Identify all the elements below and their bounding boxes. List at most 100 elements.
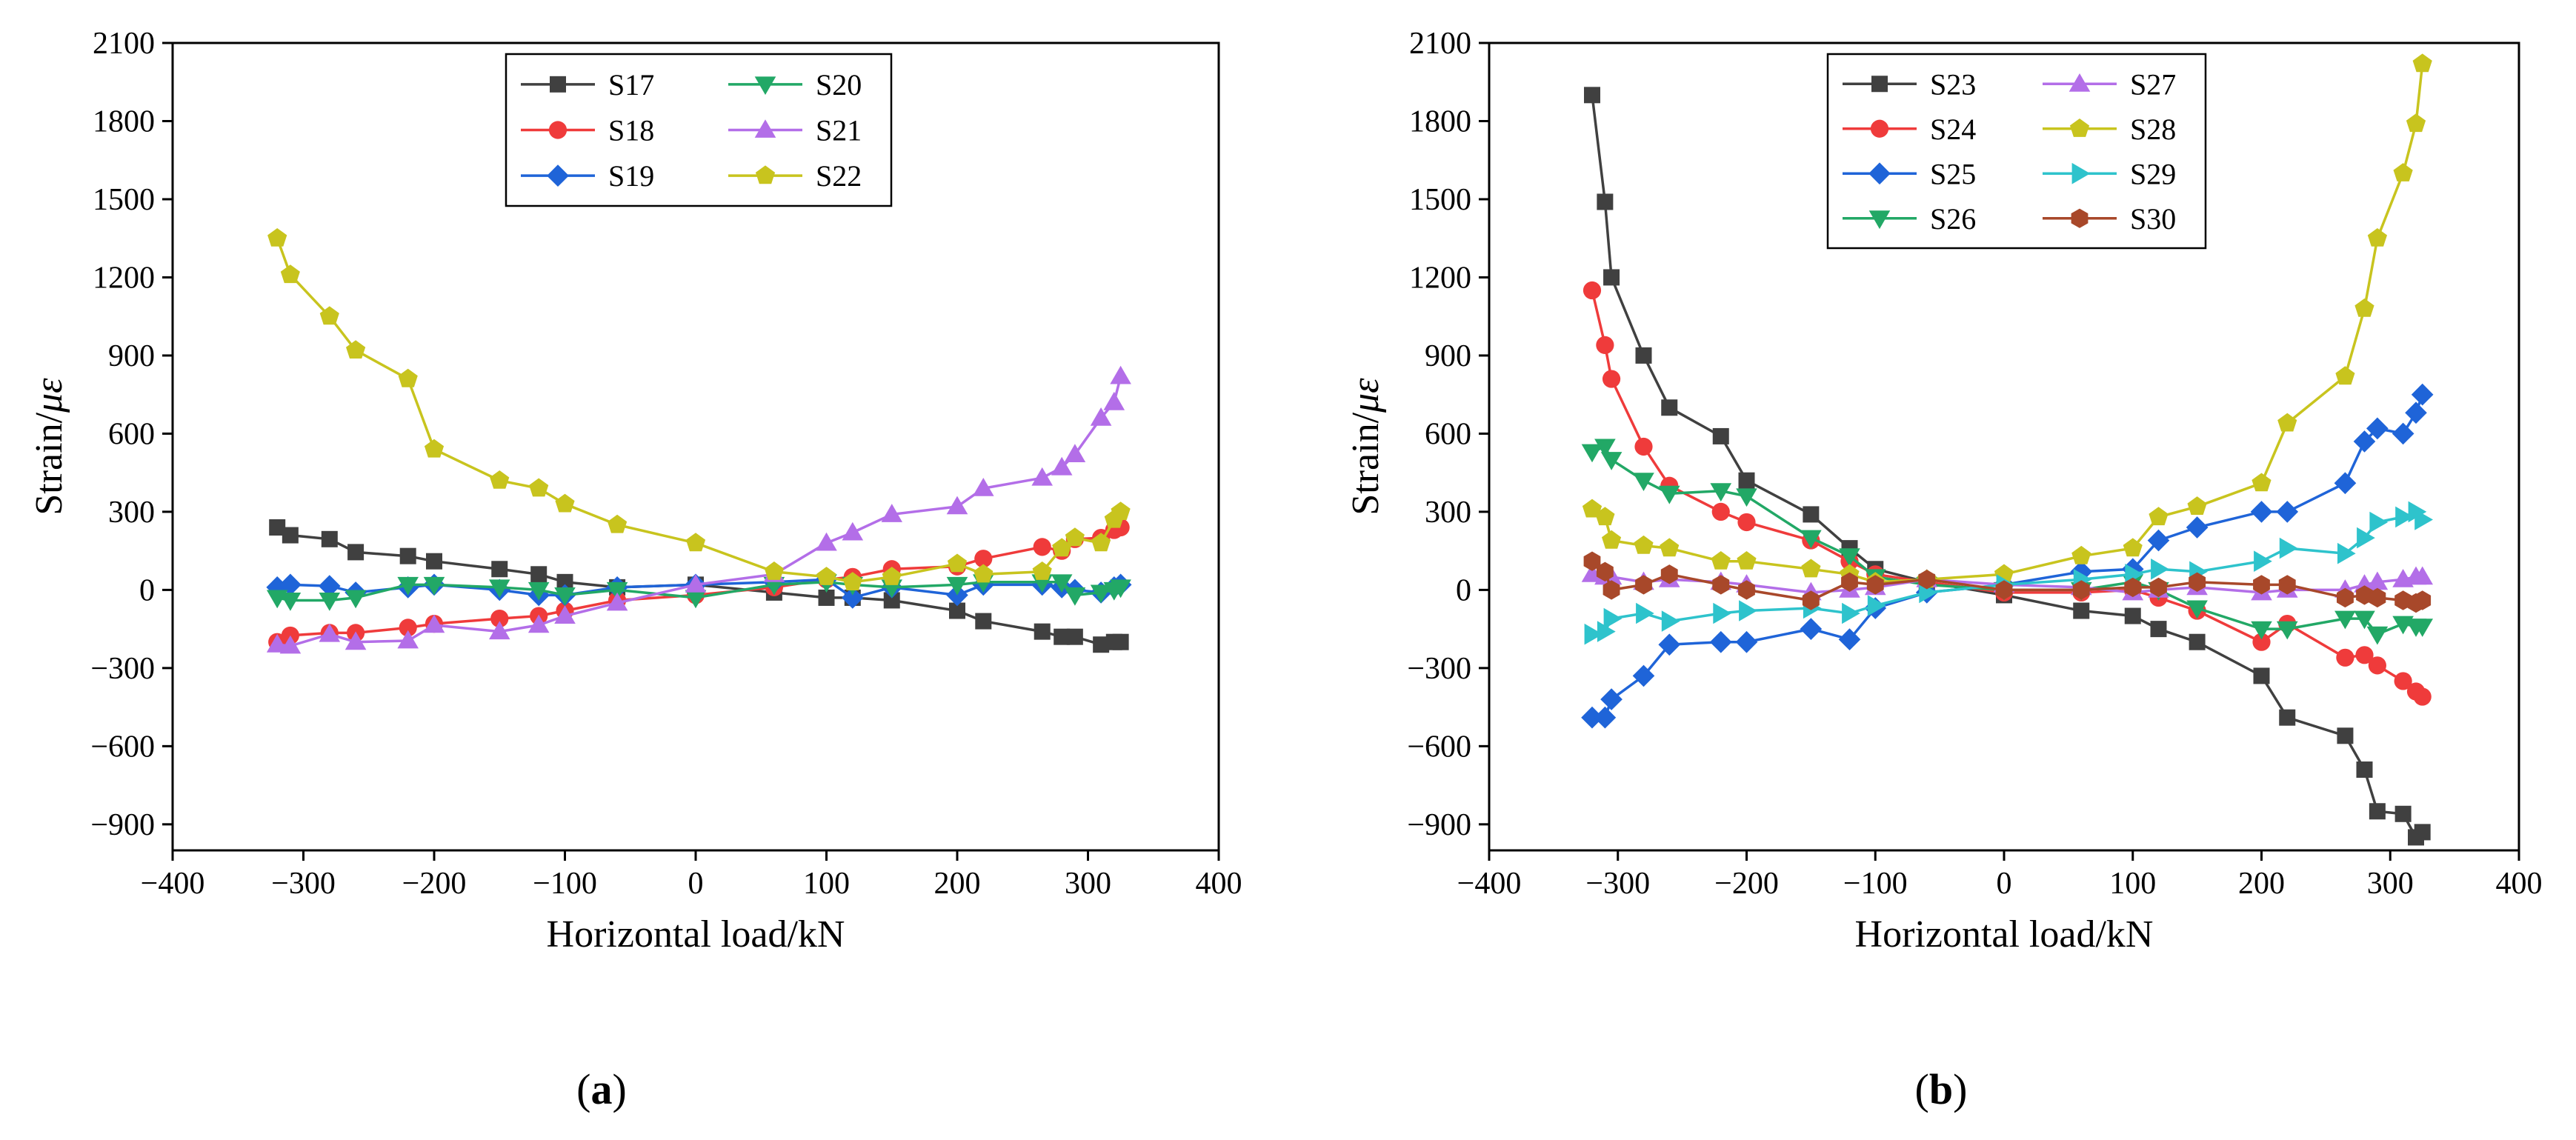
data-point-S28 — [2277, 413, 2297, 432]
legend-label: S22 — [816, 159, 862, 193]
y-tick-label: 2100 — [1409, 27, 1471, 61]
data-point-S20 — [279, 593, 302, 611]
legend: S17 S18 S19 S20 S21 S22 — [505, 53, 893, 207]
data-point-S30 — [2356, 585, 2373, 605]
series-S28 — [1582, 53, 2432, 590]
legend-label: S20 — [816, 68, 862, 101]
data-point-S18 — [974, 550, 993, 568]
y-axis-label-unit: με — [28, 378, 70, 413]
x-tick-label: −100 — [1843, 867, 1908, 901]
data-point-S30 — [1712, 575, 1730, 595]
data-point-S27 — [2366, 571, 2389, 590]
panel-label-close: ) — [1953, 1065, 1967, 1113]
data-point-S30 — [1738, 580, 1755, 600]
data-point-S17 — [1093, 636, 1110, 653]
panel-label: (a) — [576, 1065, 627, 1113]
data-point-S24 — [2336, 648, 2354, 667]
data-point-S30 — [1602, 580, 1620, 600]
data-point-S21 — [319, 623, 341, 642]
data-point-S28 — [2123, 538, 2143, 557]
data-point-S17 — [269, 519, 286, 536]
data-point-S22 — [529, 478, 549, 497]
data-point-S20 — [685, 590, 707, 609]
data-point-S22 — [608, 514, 628, 533]
data-point-S25 — [2411, 383, 2434, 406]
data-point-S20 — [319, 593, 341, 611]
data-point-S22 — [1111, 501, 1131, 520]
data-point-S20 — [527, 581, 550, 601]
data-point-S29 — [2395, 506, 2414, 528]
data-point-S23 — [2369, 803, 2386, 820]
legend-marker — [754, 76, 776, 96]
data-point-S29 — [1584, 623, 1603, 645]
legend-entry-S26: S26 — [1843, 202, 1976, 236]
data-point-S23 — [2124, 607, 2141, 624]
data-point-S22 — [974, 564, 994, 583]
legend-marker — [2069, 119, 2090, 137]
x-tick-label: 0 — [1997, 867, 2012, 901]
legend-entry-S22: S22 — [728, 159, 862, 193]
legend-entry-S30: S30 — [2043, 202, 2176, 236]
y-tick-label: 300 — [108, 496, 155, 530]
data-point-S20 — [489, 579, 510, 599]
data-point-S23 — [2253, 667, 2270, 684]
legend-label: S18 — [608, 114, 654, 147]
data-point-S25 — [2353, 430, 2376, 453]
data-point-S21 — [1090, 407, 1112, 426]
data-point-S22 — [280, 264, 300, 284]
data-point-S22 — [947, 553, 968, 573]
data-point-S26 — [2412, 619, 2433, 637]
series-S22 — [267, 228, 1131, 590]
data-point-S28 — [2412, 53, 2432, 73]
data-point-S30 — [1635, 575, 1652, 595]
data-point-S23 — [2279, 709, 2296, 726]
x-tick-label: 0 — [688, 867, 704, 901]
y-tick-label: −300 — [1407, 652, 1471, 686]
data-point-S28 — [1660, 538, 1680, 557]
legend-label: S26 — [1930, 202, 1976, 236]
data-point-S30 — [1918, 570, 1936, 590]
data-point-S17 — [491, 561, 508, 578]
data-point-S18 — [399, 619, 417, 637]
x-tick-label: −400 — [141, 867, 205, 901]
data-point-S25 — [1838, 628, 1861, 650]
data-point-S29 — [2414, 509, 2433, 530]
data-point-S25 — [1600, 688, 1623, 710]
data-point-S25 — [2334, 472, 2357, 495]
data-point-S22 — [816, 567, 836, 585]
data-point-S21 — [973, 478, 994, 496]
data-point-S17 — [818, 589, 835, 606]
data-point-S23 — [2189, 633, 2206, 650]
data-point-S30 — [1866, 575, 1884, 595]
data-point-S21 — [606, 592, 628, 611]
data-point-S30 — [2278, 575, 2296, 595]
data-point-S23 — [1603, 269, 1620, 286]
data-point-S26 — [1839, 548, 1860, 567]
data-point-S20 — [345, 590, 367, 609]
data-point-S20 — [946, 576, 968, 596]
data-point-S29 — [1636, 602, 1654, 624]
legend-entry-S18: S18 — [521, 114, 654, 147]
legend-entry-S27: S27 — [2043, 67, 2176, 101]
data-point-S24 — [2394, 672, 2412, 690]
legend-entry-S23: S23 — [1843, 67, 1976, 101]
x-tick-label: −100 — [533, 867, 597, 901]
data-point-S24 — [1596, 336, 1614, 354]
data-point-S17 — [949, 602, 965, 619]
data-point-S24 — [2368, 656, 2386, 675]
y-tick-label: 600 — [108, 417, 155, 451]
x-tick-label: −300 — [1585, 867, 1650, 901]
data-point-S24 — [1634, 437, 1653, 456]
data-point-S26 — [1594, 439, 1616, 458]
data-point-S21 — [527, 614, 550, 633]
data-point-S26 — [2186, 600, 2208, 619]
legend-label: S19 — [608, 159, 654, 193]
data-point-S26 — [1581, 444, 1603, 463]
legend-marker — [1870, 119, 1889, 138]
legend-entry-S17: S17 — [521, 68, 654, 101]
legend-entry-S25: S25 — [1843, 157, 1976, 190]
y-tick-label: −900 — [90, 808, 155, 842]
data-point-S17 — [282, 527, 299, 544]
data-point-S17 — [975, 613, 992, 630]
data-point-S19 — [842, 587, 864, 609]
